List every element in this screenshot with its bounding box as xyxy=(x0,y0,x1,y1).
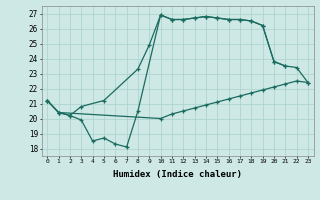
X-axis label: Humidex (Indice chaleur): Humidex (Indice chaleur) xyxy=(113,170,242,179)
